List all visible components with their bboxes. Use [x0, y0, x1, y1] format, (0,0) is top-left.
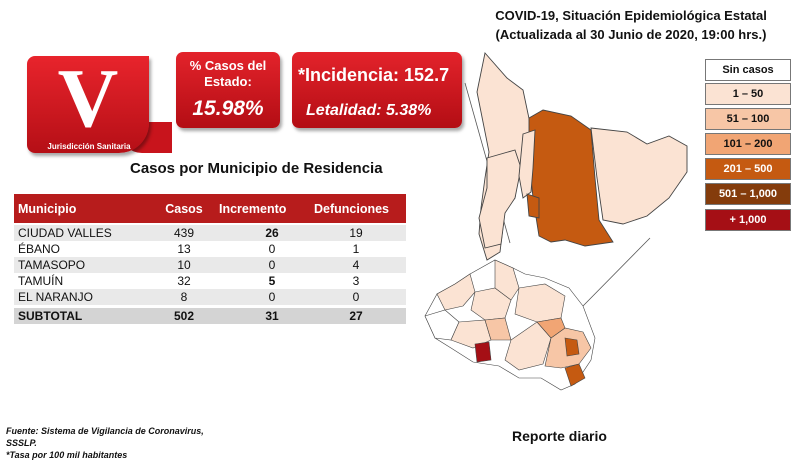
cell-incremento: 0 — [268, 242, 276, 256]
map-region-dark — [474, 341, 492, 363]
map-region-dark — [564, 363, 586, 387]
header-line-2: (Actualizada al 30 Junio de 2020, 19:00 … — [495, 27, 767, 42]
legend-item: 1 – 50 — [705, 83, 791, 105]
jurisdiction-zoom-map — [476, 52, 688, 261]
cell-casos: 502 — [173, 309, 195, 323]
cell-casos: 13 — [177, 242, 191, 256]
map-header: COVID-19, Situación Epidemiológica Estat… — [462, 6, 800, 44]
table-row: ÉBANO 13 0 1 — [14, 241, 406, 257]
legend-item: + 1,000 — [705, 209, 791, 231]
cell-municipio: SUBTOTAL — [18, 309, 83, 323]
map-region-light — [494, 259, 520, 301]
legend-label: 501 – 1,000 — [718, 188, 778, 200]
zoom-connector-line — [582, 237, 651, 307]
table-title: Casos por Municipio de Residencia — [130, 160, 383, 177]
state-overview-map — [424, 259, 596, 391]
map-region-mid — [536, 317, 566, 339]
header-line-1: COVID-19, Situación Epidemiológica Estat… — [495, 8, 767, 23]
table-row: TAMASOPO 10 0 4 — [14, 257, 406, 273]
state-cases-value: 15.98% — [192, 97, 264, 120]
legend-label: Sin casos — [722, 64, 774, 76]
legend-label: 51 – 100 — [726, 113, 770, 125]
lethality-value: Letalidad: 5.38% — [306, 102, 432, 119]
map-region-dark — [564, 337, 580, 357]
municipality-map — [424, 52, 688, 391]
legend-item: 501 – 1,000 — [705, 183, 791, 205]
source-note: Fuente: Sistema de Vigilancia de Coronav… — [6, 425, 204, 461]
col-incremento: Incremento — [219, 202, 287, 216]
table-row: EL NARANJO 8 0 0 — [14, 289, 406, 305]
cell-incremento: 0 — [268, 290, 276, 304]
incidence-value: *Incidencia: 152.7 — [298, 65, 450, 85]
rate-note: *Tasa por 100 mil habitantes — [6, 450, 128, 460]
legend-label: 201 – 500 — [723, 163, 773, 175]
cell-defunciones: 27 — [349, 309, 363, 323]
table-subtotal-row: SUBTOTAL 502 31 27 — [14, 308, 406, 324]
incidence-box: *Incidencia: 152.7 Letalidad: 5.38% — [292, 52, 462, 128]
cell-casos: 439 — [173, 226, 195, 240]
map-region-light — [518, 129, 536, 199]
cell-defunciones: 4 — [352, 258, 360, 272]
cell-defunciones: 3 — [352, 274, 360, 288]
jurisdiction-logo: V Jurisdicción Sanitaria — [27, 52, 149, 153]
col-defunciones: Defunciones — [314, 202, 390, 216]
daily-report-label: Reporte diario — [512, 428, 607, 444]
col-municipio: Municipio — [18, 202, 77, 216]
cell-incremento: 5 — [268, 274, 276, 288]
map-region-light — [478, 149, 522, 249]
cell-municipio: TAMASOPO — [18, 258, 86, 272]
table-header: Municipio Casos Incremento Defunciones — [14, 194, 406, 223]
cell-casos: 8 — [180, 290, 188, 304]
legend-item: 51 – 100 — [705, 108, 791, 130]
cell-defunciones: 0 — [352, 290, 360, 304]
logo-letter: V — [57, 52, 119, 145]
cell-incremento: 26 — [265, 226, 279, 240]
cell-incremento: 0 — [268, 258, 276, 272]
cell-defunciones: 19 — [349, 226, 363, 240]
cell-defunciones: 1 — [352, 242, 360, 256]
cell-casos: 10 — [177, 258, 191, 272]
legend-item: Sin casos — [705, 59, 791, 81]
state-cases-label: % Casos del Estado: — [189, 58, 267, 89]
cell-municipio: EL NARANJO — [18, 290, 93, 304]
source-line-2: SSSLP. — [6, 438, 37, 448]
state-cases-box: % Casos del Estado: 15.98% — [176, 52, 280, 128]
cell-incremento: 31 — [265, 309, 279, 323]
legend-label: 1 – 50 — [732, 88, 764, 100]
cell-casos: 32 — [177, 274, 191, 288]
cell-municipio: ÉBANO — [18, 242, 61, 256]
logo-subtitle: Jurisdicción Sanitaria — [47, 142, 131, 151]
legend-item: 101 – 200 — [705, 133, 791, 155]
cell-municipio: CIUDAD VALLES — [18, 226, 112, 240]
legend-label: + 1,000 — [729, 214, 767, 226]
legend-item: 201 – 500 — [705, 158, 791, 180]
map-region-small — [526, 193, 540, 219]
legend-label: 101 – 200 — [723, 138, 773, 150]
col-casos: Casos — [165, 202, 203, 216]
source-line-1: Fuente: Sistema de Vigilancia de Coronav… — [6, 426, 204, 436]
cell-municipio: TAMUÍN — [18, 274, 64, 288]
table-row: TAMUÍN 32 5 3 — [14, 273, 406, 289]
table-row: CIUDAD VALLES 439 26 19 — [14, 225, 406, 241]
map-region-light — [590, 127, 688, 225]
